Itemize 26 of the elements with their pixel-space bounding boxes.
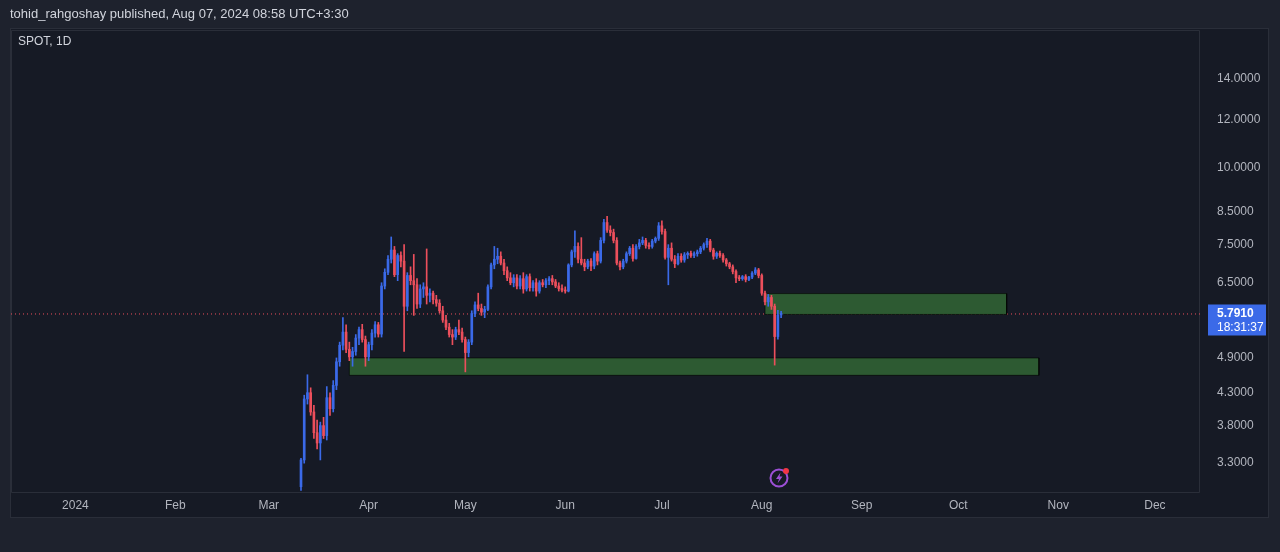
y-tick-label: 3.8000 xyxy=(1217,417,1255,432)
y-tick-label: 4.9000 xyxy=(1217,350,1255,365)
x-tick-label: Nov xyxy=(1047,497,1069,512)
x-tick-label: Feb xyxy=(164,497,186,512)
x-tick-label: Sep xyxy=(850,497,873,512)
x-tick-label: Oct xyxy=(949,497,969,512)
x-tick-label: Jun xyxy=(555,497,575,512)
x-tick-label: 2024 xyxy=(62,497,90,512)
x-tick-label: Mar xyxy=(258,497,280,512)
y-tick-label: 8.5000 xyxy=(1217,203,1255,218)
x-tick-label: Apr xyxy=(359,497,379,512)
y-tick-label: 6.5000 xyxy=(1217,275,1255,290)
y-tick-label: 7.5000 xyxy=(1217,236,1255,251)
y-tick-label: 12.0000 xyxy=(1217,111,1261,126)
y-tick-label: 4.3000 xyxy=(1217,385,1255,400)
y-tick-label: 14.0000 xyxy=(1217,70,1261,85)
x-tick-label: Aug xyxy=(751,497,773,512)
x-tick-label: May xyxy=(454,497,477,512)
y-tick-label: 10.0000 xyxy=(1217,160,1261,175)
chart-title: SPOT, 1D xyxy=(18,34,72,48)
text: 18:31:37 xyxy=(1217,319,1265,334)
ref-line-label: 5.7910 xyxy=(1217,305,1255,320)
y-tick-label: 3.3000 xyxy=(1217,455,1255,470)
x-tick-label: Jul xyxy=(654,497,670,512)
x-tick-label: Dec xyxy=(1144,497,1166,512)
text: tohid_rahgoshay published, Aug 07, 2024 08:58 UTC+3:30 xyxy=(10,6,349,21)
